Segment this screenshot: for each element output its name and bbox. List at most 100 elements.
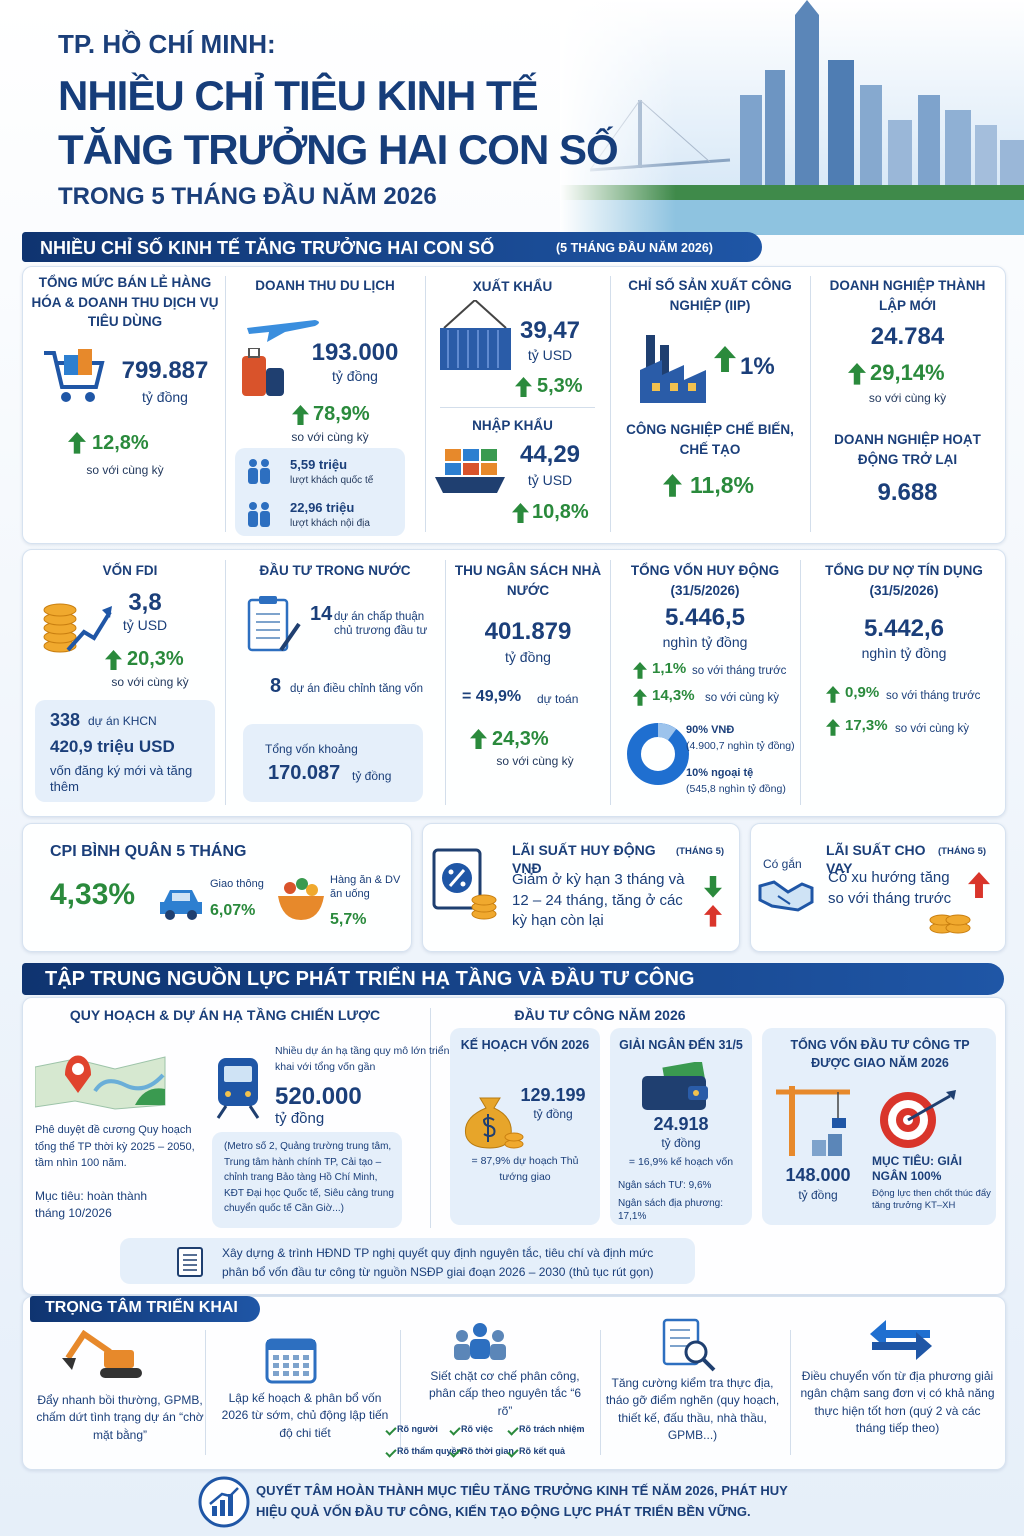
- panel: [610, 1028, 752, 1225]
- items-item: Lập kế hoạch & phân bổ vốn 2026 từ sớm, …: [221, 1391, 389, 1440]
- value: 401.879: [484, 618, 572, 645]
- yoy-label: so với cùng kỳ: [895, 723, 970, 735]
- divider: [400, 1330, 401, 1455]
- title: CPI BÌNH QUÂN 5 THÁNG: [50, 843, 247, 860]
- adjusted-value: 8: [270, 675, 282, 697]
- value: 44,29: [519, 441, 581, 468]
- value: 4,33%: [50, 878, 136, 911]
- yoy: 14,3%: [652, 687, 695, 704]
- sub-growth: 11,8%: [690, 472, 754, 498]
- projects: 338: [50, 710, 81, 730]
- cart-icon: [40, 345, 106, 407]
- local: Ngân sách địa phương: 17,1%: [618, 1198, 723, 1222]
- inspect-icon: [660, 1318, 718, 1372]
- title: LÃI SUẤT HUY ĐỘNG VNĐ: [512, 842, 656, 876]
- car-icon: [158, 886, 204, 920]
- approved-value: 14: [310, 603, 333, 625]
- panel: [243, 724, 423, 802]
- value: 24.918: [653, 1114, 709, 1134]
- coins-icon: [928, 894, 972, 934]
- panel: [212, 1132, 402, 1228]
- mom: 0,9%: [845, 684, 880, 701]
- returning-title: DOANH NGHIỆP HOẠT ĐỘNG TRỞ LẠI: [834, 432, 981, 467]
- document-icon: [174, 1246, 206, 1278]
- yoy: 17,3%: [845, 717, 888, 734]
- approved-label: dự án chấp thuận chủ trương đầu tư: [334, 611, 428, 638]
- yoy-label: so với cùng kỳ: [705, 692, 780, 704]
- title: XUẤT KHẨU: [472, 279, 553, 294]
- food-value: 5,7%: [330, 911, 367, 928]
- arrow-icon: [515, 377, 532, 398]
- unit: tỷ đồng: [332, 368, 378, 384]
- arrow-icon: [968, 872, 990, 899]
- value: 129.199: [520, 1085, 586, 1105]
- skyline: [560, 0, 1024, 235]
- transfer-icon: [868, 1318, 934, 1360]
- unit: tỷ USD: [122, 617, 168, 633]
- section-bar: [22, 232, 762, 262]
- title-note: (5 THÁNG ĐẦU NĂM 2026): [556, 241, 713, 255]
- title: TỔNG MỨC BÁN LẺ HÀNG HÓA & DOANH THU DỊC…: [31, 275, 219, 330]
- value: 5.442,6: [863, 615, 945, 642]
- document-icon: [245, 596, 301, 654]
- six-clear-item: Rõ thời gian: [461, 1446, 514, 1456]
- kicker: TP. HỒ CHÍ MINH:: [58, 29, 276, 59]
- arrow-icon: [714, 346, 736, 373]
- panel: [22, 823, 412, 952]
- unit: tỷ đồng: [505, 649, 551, 665]
- divider: [790, 1330, 791, 1455]
- label: lượt khách quốc tế: [290, 475, 374, 486]
- items-item: Điều chuyển vốn từ địa phương giải ngân …: [800, 1369, 995, 1436]
- title: DOANH THU DU LỊCH: [255, 278, 395, 293]
- ratio: = 87,9% dự hoạch Thủ tướng giao: [471, 1155, 579, 1183]
- title-note: (THÁNG 5): [676, 846, 725, 857]
- plane-icon: [245, 312, 323, 342]
- fx-share: 10% ngoại tệ: [686, 767, 754, 779]
- value: 22,96 triệu: [290, 500, 355, 515]
- panel: [120, 1238, 695, 1284]
- new-title: DOANH NGHIỆP THÀNH LẬP MỚI: [829, 278, 986, 313]
- ratio: = 49,9%: [462, 688, 522, 705]
- title: NHẬP KHẨU: [472, 418, 553, 433]
- food-label: Hàng ăn & DV ăn uống: [330, 874, 401, 900]
- title: ĐẦU TƯ TRONG NƯỚC: [259, 563, 411, 578]
- items-item: Siết chặt cơ chế phân công, phân cấp the…: [428, 1369, 582, 1418]
- six-clear-item: Rõ trách nhiệm: [519, 1424, 585, 1434]
- title: THU NGÂN SÁCH NHÀ NƯỚC: [454, 563, 602, 598]
- divider: [225, 560, 226, 805]
- items-item: Đẩy nhanh bồi thường, GPMB, chấm dứt tìn…: [36, 1393, 204, 1442]
- divider: [440, 407, 595, 408]
- title-note: (THÁNG 5): [938, 846, 987, 857]
- transport-label: Giao thông: [210, 878, 264, 890]
- transport-value: 6,07%: [210, 902, 256, 919]
- calendar-icon: [265, 1332, 317, 1384]
- note: so với cùng kỳ: [111, 675, 189, 689]
- growth: 20,3%: [127, 648, 184, 670]
- title: TỔNG VỐN ĐẦU TƯ CÔNG TP ĐƯỢC GIAO NĂM 20…: [790, 1038, 970, 1071]
- arrow-icon: [826, 719, 840, 736]
- value: 148.000: [785, 1165, 851, 1185]
- vnd-amount: (4.900,7 nghìn tỷ đồng): [686, 740, 795, 752]
- divider: [445, 560, 446, 805]
- divider: [610, 560, 611, 805]
- growth: 24,3%: [492, 728, 549, 750]
- note: so với cùng kỳ: [496, 754, 574, 768]
- title: ĐẦU TƯ CÔNG NĂM 2026: [514, 1007, 686, 1023]
- handshake-icon: [758, 876, 814, 914]
- divider: [610, 276, 611, 532]
- divider: [430, 1008, 431, 1228]
- mom: 1,1%: [652, 660, 687, 677]
- growth: 5,3%: [537, 375, 583, 397]
- projects-value: 520.000: [275, 1083, 362, 1110]
- growth: 12,8%: [92, 432, 149, 454]
- divider: [225, 276, 226, 532]
- coins-icon: [40, 588, 112, 660]
- arrow-icon: [704, 876, 722, 898]
- ratio: = 16,9% kế hoạch vốn: [628, 1156, 734, 1168]
- target-icon: [878, 1088, 958, 1150]
- divider: [205, 1330, 206, 1455]
- unit: tỷ đồng: [661, 1136, 701, 1150]
- fx-amount: (545,8 nghìn tỷ đồng): [686, 783, 786, 795]
- panel: [22, 1296, 1006, 1470]
- section-bar: [30, 1296, 260, 1322]
